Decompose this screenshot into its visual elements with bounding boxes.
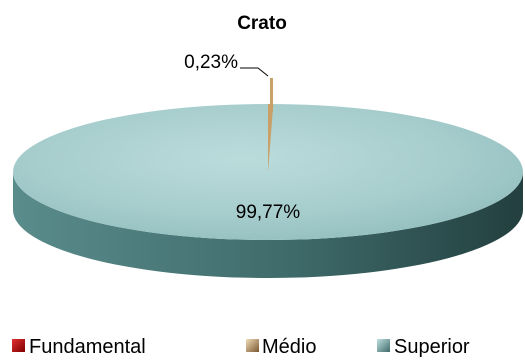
label-leader-line: [240, 67, 269, 77]
pie-body: [13, 104, 523, 278]
pie-slice-medio-raised: [270, 78, 273, 112]
value-label-superior: 99,77%: [236, 202, 301, 223]
legend-label-superior: Superior: [394, 336, 470, 358]
chart-title-line-2: Crato: [237, 13, 287, 34]
pie-slice-medio: [268, 104, 274, 172]
chart-title: Crato: [237, 13, 287, 34]
legend: Fundamental Médio Superior: [12, 336, 470, 358]
legend-label-fundamental: Fundamental: [29, 336, 146, 358]
legend-swatch-fundamental: [12, 339, 25, 352]
legend-label-medio: Médio: [262, 336, 316, 358]
legend-swatch-medio: [246, 339, 259, 352]
value-label-medio: 0,23%: [184, 52, 238, 73]
pie-slice-side-superior: [13, 172, 523, 278]
legend-swatch-superior: [377, 339, 390, 352]
